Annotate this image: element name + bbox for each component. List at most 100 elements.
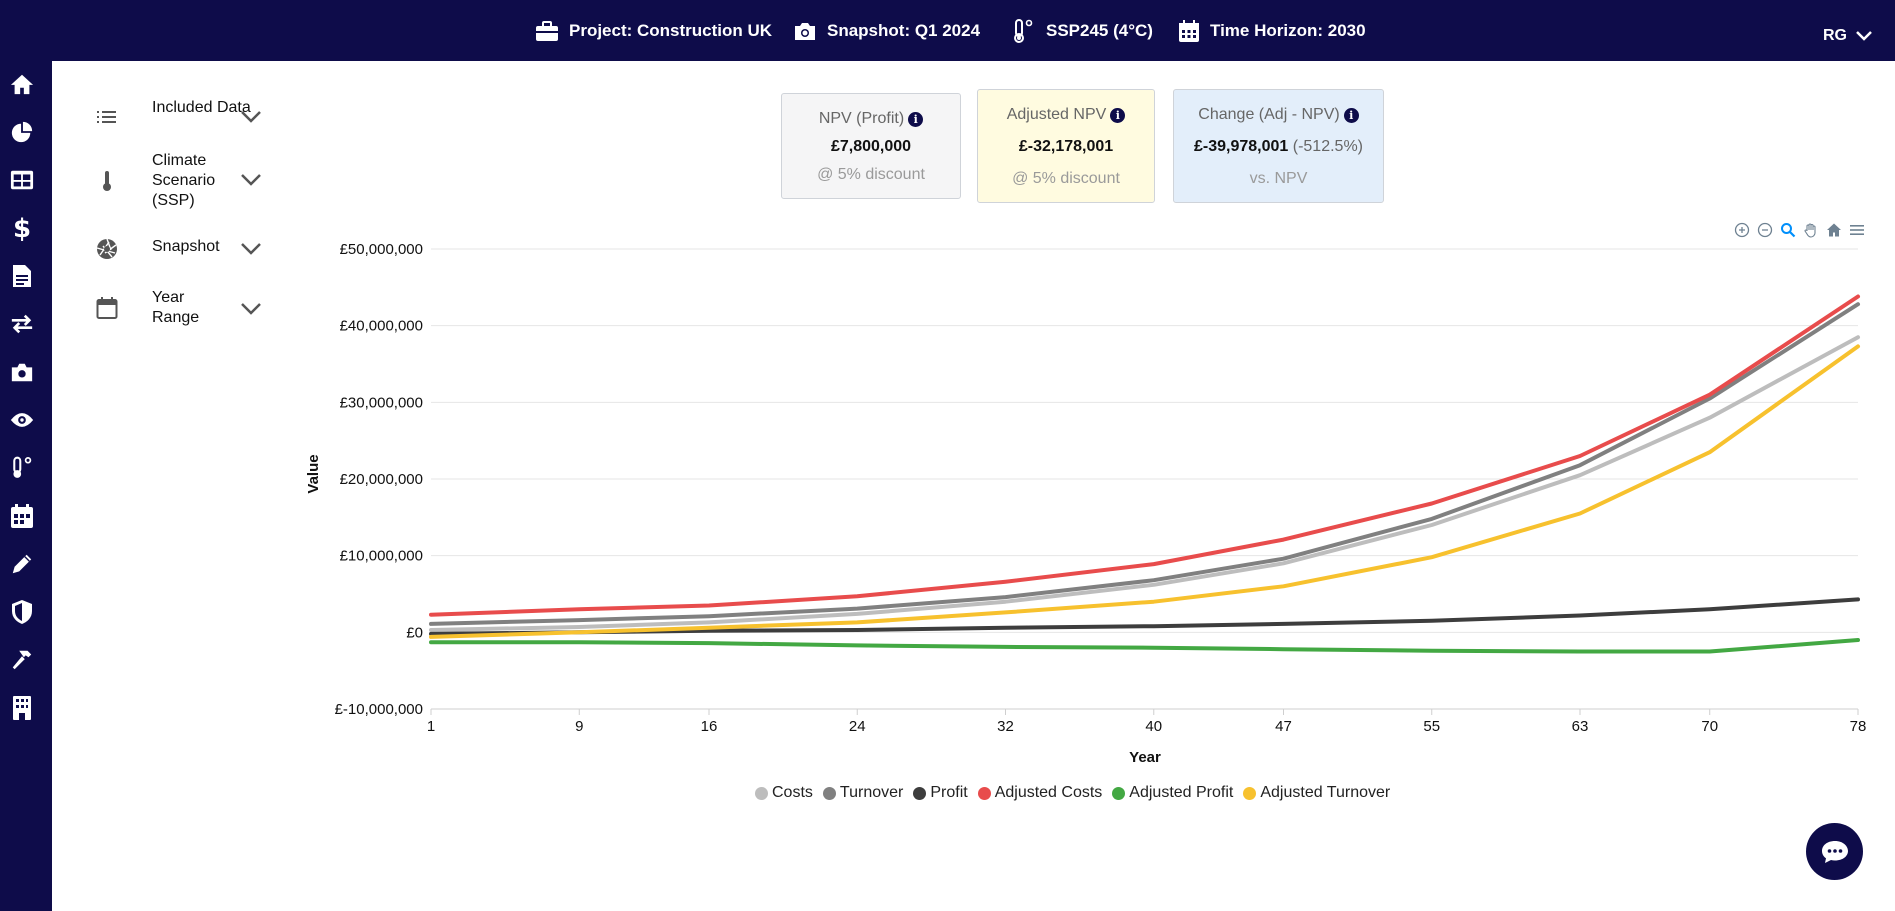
filter-label: Climate Scenario (SSP) bbox=[152, 152, 216, 209]
change-title: Change (Adj - NPV) bbox=[1198, 106, 1340, 123]
hammer-icon[interactable] bbox=[10, 648, 34, 672]
legend-item-adjusted-profit[interactable]: Adjusted Profit bbox=[1112, 784, 1233, 802]
x-axis-label: Year bbox=[1129, 749, 1161, 766]
menu-icon[interactable] bbox=[1849, 222, 1865, 238]
zoom-out-icon[interactable] bbox=[1757, 222, 1773, 238]
dollar-icon[interactable]: $ bbox=[10, 215, 34, 241]
legend-marker bbox=[913, 786, 927, 800]
line-chart: £50,000,000 £40,000,000 £30,000,000 £20,000… bbox=[305, 241, 1866, 766]
npv-value: £7,800,000 bbox=[830, 138, 912, 155]
grid-icon[interactable] bbox=[10, 168, 34, 192]
thermometer-icon bbox=[1014, 18, 1033, 43]
adjusted-npv-subtitle: @ 5% discount bbox=[1012, 170, 1120, 187]
user-menu[interactable]: RG bbox=[1823, 27, 1873, 45]
snapshot-label: Snapshot: Q1 2024 bbox=[827, 20, 981, 40]
chat-button[interactable] bbox=[1806, 823, 1863, 880]
sidebar-nav: $ bbox=[0, 61, 52, 911]
scenario-label: SSP245 (4°C) bbox=[1046, 20, 1153, 40]
x-tick-label: 63 bbox=[1572, 718, 1589, 735]
series-line-costs[interactable] bbox=[429, 335, 1860, 632]
pencil-icon[interactable] bbox=[10, 552, 34, 576]
aperture-icon bbox=[96, 238, 117, 259]
zoom-in-icon[interactable] bbox=[1734, 222, 1750, 238]
npv-card: NPV (Profit) i £7,800,000 @ 5% discount bbox=[781, 93, 961, 199]
chevron-down-icon[interactable] bbox=[240, 302, 262, 316]
svg-text:$: $ bbox=[13, 215, 31, 241]
x-tick-label: 40 bbox=[1145, 718, 1162, 735]
chart-legend: Costs Turnover Profit Adjusted Costs Adjuste… bbox=[755, 784, 1390, 802]
series-line-profit[interactable] bbox=[429, 597, 1860, 636]
scenario-indicator[interactable]: SSP245 (4°C) bbox=[1010, 0, 1153, 61]
series-line-turnover[interactable] bbox=[429, 302, 1860, 626]
adjusted-npv-card: Adjusted NPV i £-32,178,001 @ 5% discount bbox=[977, 89, 1155, 203]
x-tick-label: 32 bbox=[997, 718, 1014, 735]
thermometer-icon[interactable] bbox=[10, 456, 34, 480]
adjusted-npv-value: £-32,178,001 bbox=[1018, 138, 1114, 155]
legend-label: Turnover bbox=[839, 784, 904, 801]
filter-snapshot[interactable]: Snapshot bbox=[92, 236, 272, 262]
y-tick-label: £-10,000,000 bbox=[335, 701, 423, 718]
change-card: Change (Adj - NPV) i £-39,978,001 (-512.5… bbox=[1173, 89, 1384, 203]
project-label: Project: Construction UK bbox=[569, 20, 773, 40]
chart-toolbar bbox=[1734, 222, 1865, 238]
filter-label: Included Data bbox=[152, 99, 251, 116]
home-icon[interactable] bbox=[10, 72, 34, 96]
series-line-adjusted-costs[interactable] bbox=[429, 294, 1860, 617]
horizon-label: Time Horizon: 2030 bbox=[1210, 20, 1366, 40]
adjusted-npv-title: Adjusted NPV bbox=[1006, 106, 1107, 123]
legend-label: Adjusted Turnover bbox=[1260, 784, 1391, 801]
npv-title: NPV (Profit) bbox=[818, 110, 905, 127]
transfer-icon[interactable] bbox=[10, 312, 34, 336]
camera-icon[interactable] bbox=[10, 360, 34, 384]
info-icon[interactable]: i bbox=[908, 111, 924, 127]
change-percent: (-512.5%) bbox=[1292, 138, 1363, 155]
y-tick-label: £0 bbox=[406, 624, 423, 641]
document-icon[interactable] bbox=[10, 264, 34, 288]
info-icon[interactable]: i bbox=[1110, 107, 1126, 123]
filter-label: Snapshot bbox=[152, 238, 220, 255]
filter-climate-scenario[interactable]: Climate Scenario (SSP) bbox=[92, 151, 272, 209]
building-icon[interactable] bbox=[10, 696, 34, 720]
thermometer-icon bbox=[103, 171, 111, 191]
legend-item-profit[interactable]: Profit bbox=[913, 784, 968, 802]
magnifier-icon[interactable] bbox=[1780, 222, 1796, 238]
y-tick-label: £10,000,000 bbox=[340, 548, 423, 565]
legend-label: Adjusted Costs bbox=[994, 784, 1103, 801]
briefcase-icon bbox=[536, 20, 558, 41]
y-tick-label: £40,000,000 bbox=[340, 318, 423, 335]
chevron-down-icon[interactable] bbox=[240, 242, 262, 256]
calendar-icon[interactable] bbox=[10, 504, 34, 528]
horizon-indicator[interactable]: Time Horizon: 2030 bbox=[1178, 0, 1366, 61]
x-tick-label: 47 bbox=[1275, 718, 1292, 735]
eye-icon[interactable] bbox=[10, 408, 34, 432]
legend-item-turnover[interactable]: Turnover bbox=[822, 784, 904, 802]
legend-marker bbox=[822, 786, 836, 800]
y-axis-label: Value bbox=[305, 454, 322, 493]
filter-included-data[interactable]: Included Data bbox=[92, 98, 272, 136]
y-tick-label: £50,000,000 bbox=[340, 241, 423, 258]
legend-item-adjusted-costs[interactable]: Adjusted Costs bbox=[977, 784, 1103, 802]
filter-year-range[interactable]: Year Range bbox=[92, 288, 272, 328]
pie-chart-icon[interactable] bbox=[10, 120, 34, 144]
pan-hand-icon[interactable] bbox=[1803, 222, 1819, 238]
home-reset-icon[interactable] bbox=[1826, 222, 1842, 238]
project-indicator[interactable]: Project: Construction UK bbox=[535, 0, 772, 61]
legend-label: Costs bbox=[772, 784, 813, 801]
filter-label: Year Range bbox=[152, 289, 200, 326]
series-line-adjusted-profit[interactable] bbox=[429, 638, 1860, 654]
camera-icon bbox=[795, 22, 815, 40]
legend-item-costs[interactable]: Costs bbox=[755, 784, 813, 802]
chevron-down-icon[interactable] bbox=[240, 110, 262, 124]
legend-marker bbox=[1243, 786, 1257, 800]
info-icon[interactable]: i bbox=[1343, 107, 1359, 123]
x-tick-label: 1 bbox=[427, 718, 435, 735]
series-line-adjusted-turnover[interactable] bbox=[429, 344, 1860, 639]
snapshot-indicator[interactable]: Snapshot: Q1 2024 bbox=[793, 0, 980, 61]
chat-bubble-icon bbox=[1821, 840, 1848, 863]
legend-marker bbox=[1112, 786, 1126, 800]
chevron-down-icon[interactable] bbox=[240, 173, 262, 187]
legend-item-adjusted-turnover[interactable]: Adjusted Turnover bbox=[1243, 784, 1390, 802]
shield-icon[interactable] bbox=[10, 600, 34, 624]
calendar-icon bbox=[1179, 19, 1199, 42]
x-tick-label: 24 bbox=[849, 718, 866, 735]
